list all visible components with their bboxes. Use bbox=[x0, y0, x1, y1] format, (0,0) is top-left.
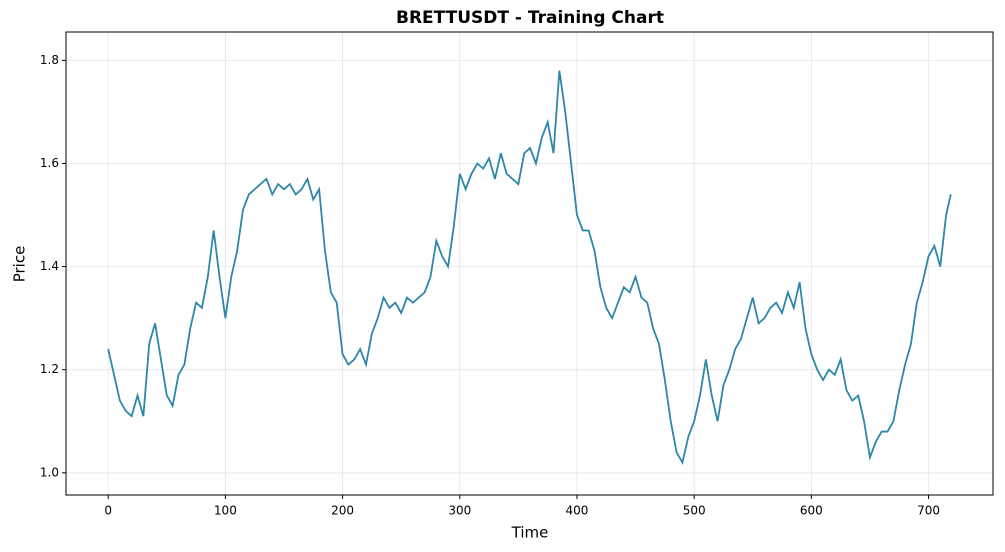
plot-frame bbox=[65, 31, 994, 496]
x-tick-label: 100 bbox=[214, 504, 237, 518]
y-tick-label: 1.2 bbox=[40, 362, 59, 376]
y-tick-label: 1.6 bbox=[40, 156, 59, 170]
x-tick-label: 300 bbox=[448, 504, 471, 518]
x-tick-label: 600 bbox=[800, 504, 823, 518]
x-tick-label: 700 bbox=[917, 504, 940, 518]
x-tick-label: 200 bbox=[331, 504, 354, 518]
chart-title: BRETTUSDT - Training Chart bbox=[396, 8, 664, 28]
y-tick-label: 1.0 bbox=[40, 465, 59, 479]
x-tick-label: 400 bbox=[566, 504, 589, 518]
x-axis-label: Time bbox=[511, 524, 549, 542]
price-line bbox=[107, 70, 952, 465]
y-tick-label: 1.4 bbox=[40, 259, 59, 273]
x-tick-label: 500 bbox=[683, 504, 706, 518]
y-tick-label: 1.8 bbox=[40, 53, 59, 67]
y-axis-label: Price bbox=[11, 246, 29, 283]
x-tick-label: 0 bbox=[104, 504, 112, 518]
